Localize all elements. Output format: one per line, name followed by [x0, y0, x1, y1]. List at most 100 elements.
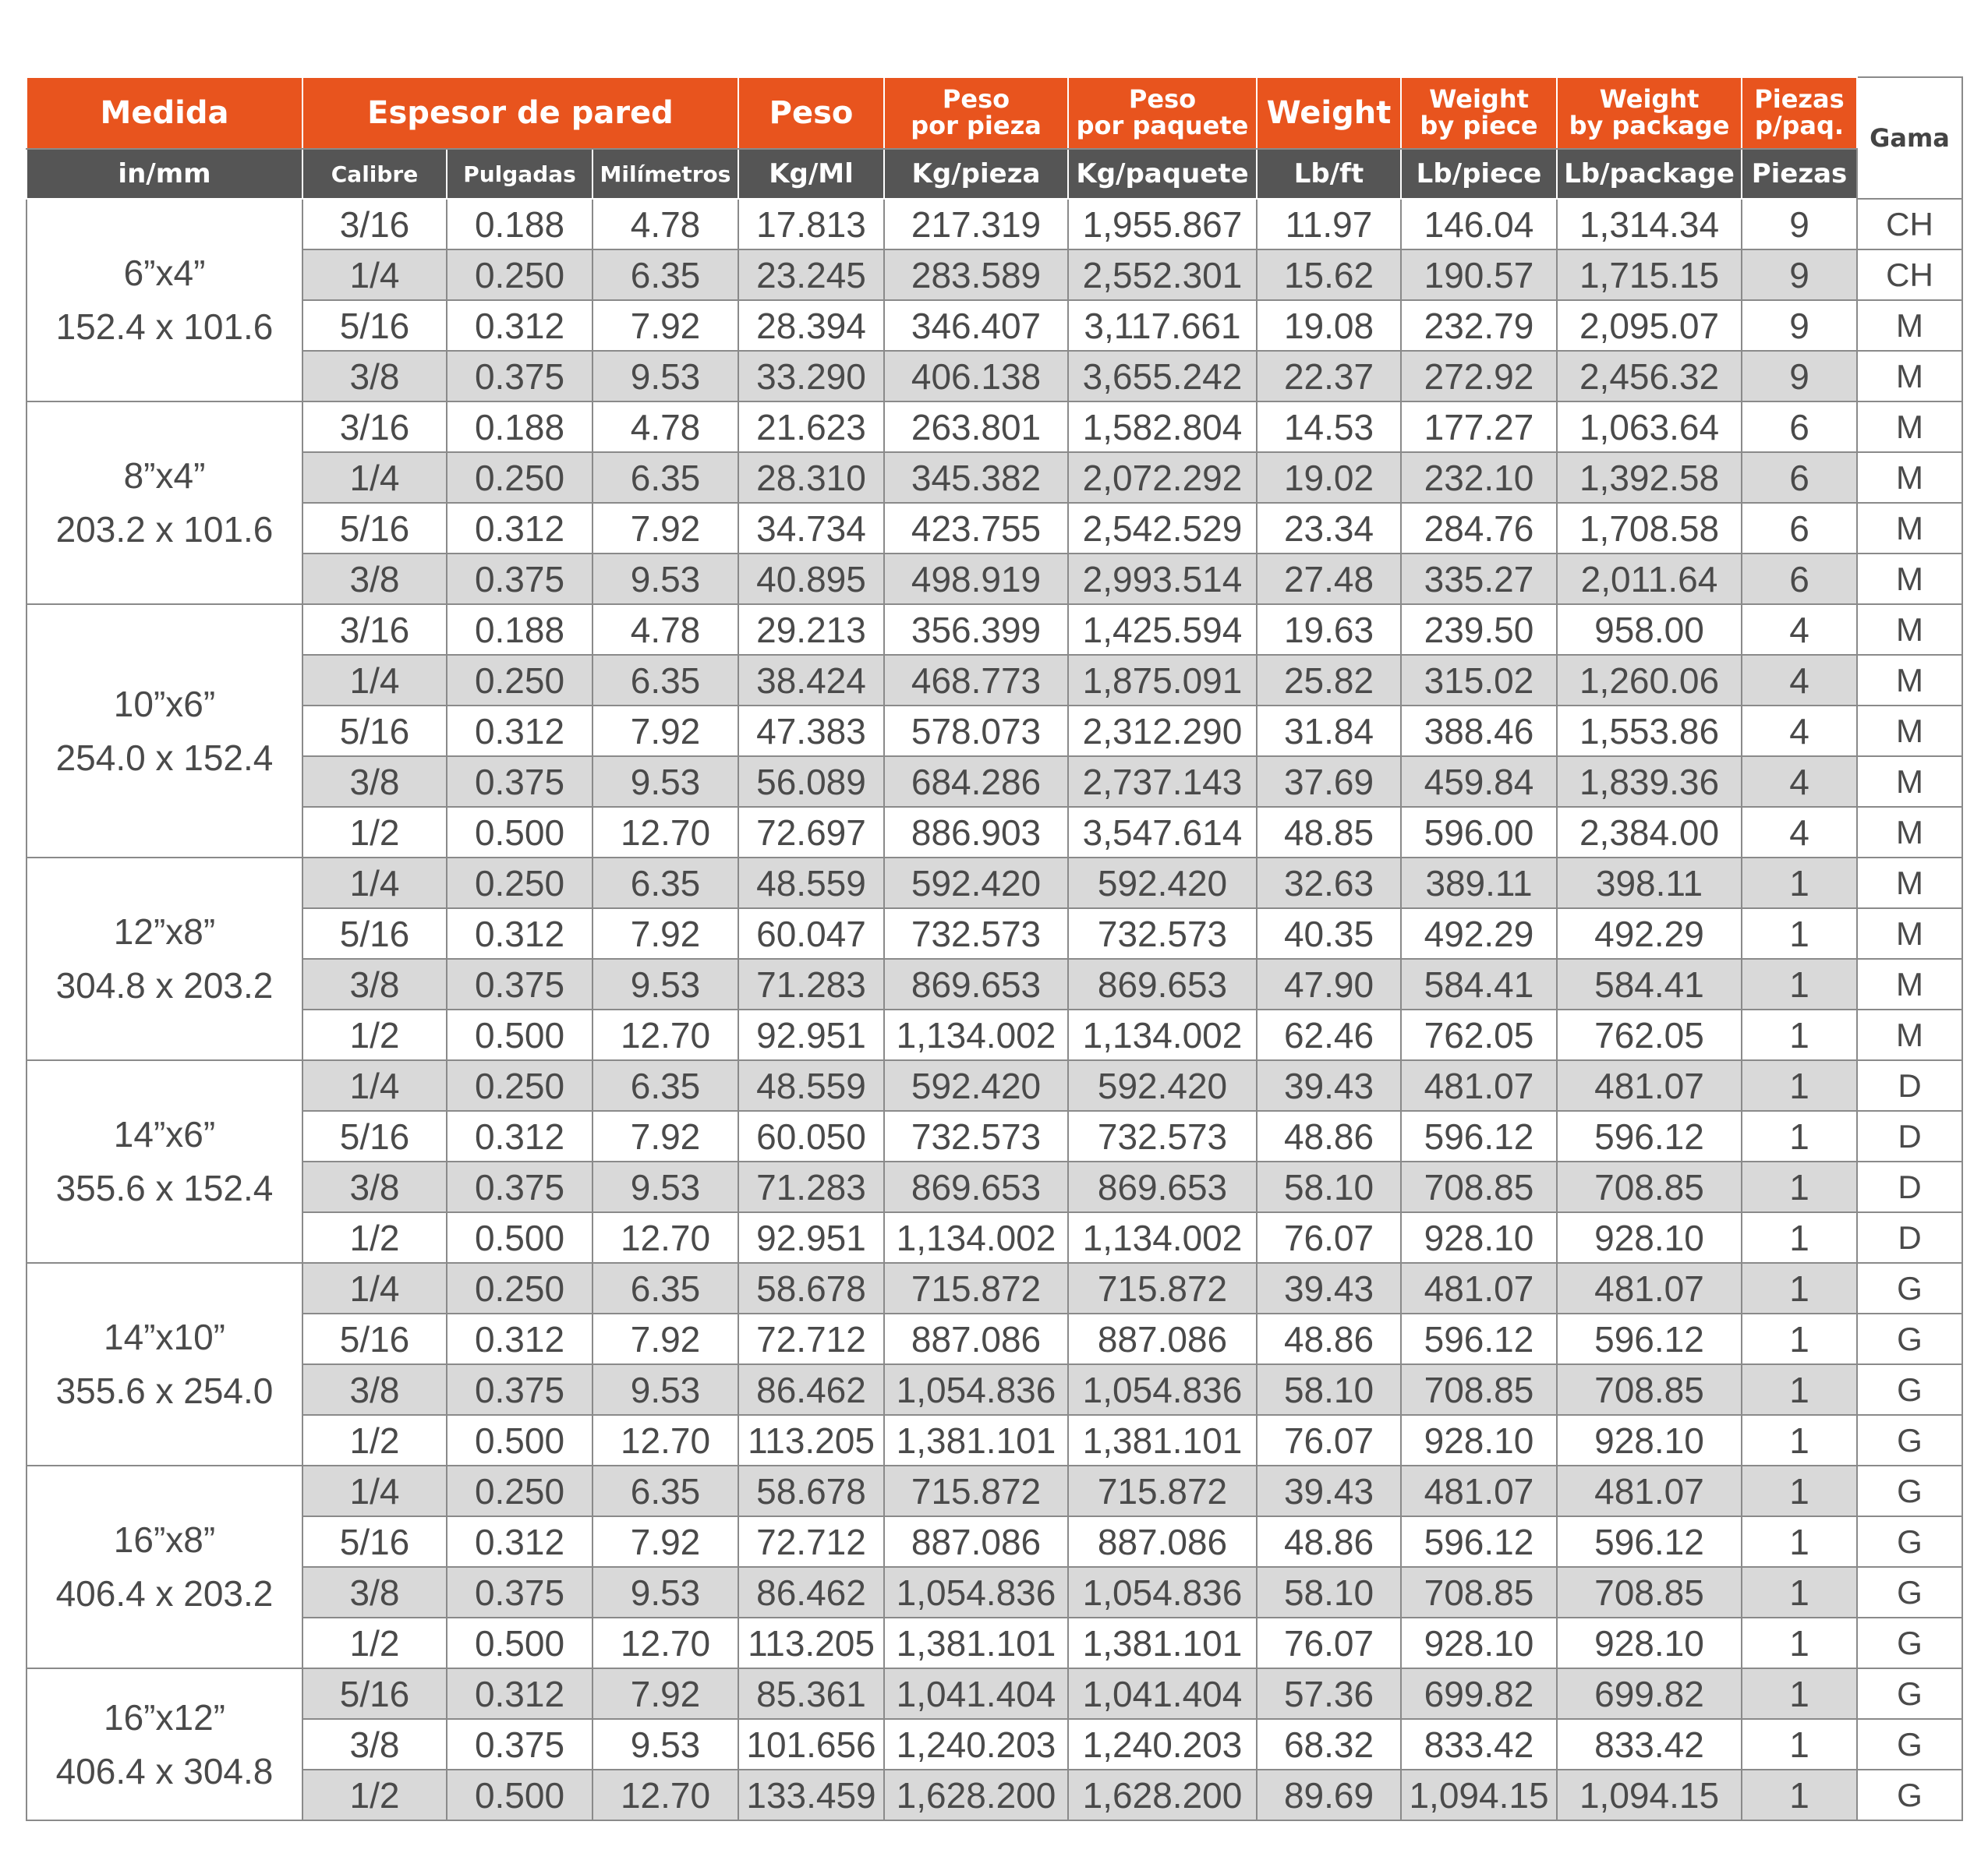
data-cell: 928.10 [1400, 1211, 1558, 1264]
data-cell: 2,011.64 [1556, 553, 1742, 605]
data-cell: 1,240.203 [1067, 1718, 1258, 1770]
subheader-cell: in/mm [26, 148, 303, 200]
data-cell: 1,054.836 [883, 1363, 1069, 1416]
data-row: 1/4 0.250 6.35 23.245 283.589 2,552.301 15.62 1… [27, 249, 1963, 301]
data-cell: 0.250 [446, 1262, 593, 1314]
data-cell: 715.872 [883, 1262, 1069, 1314]
data-cell: 32.63 [1256, 857, 1402, 909]
data-cell: 1/4 [302, 1059, 447, 1112]
data-cell: 34.734 [738, 502, 885, 554]
data-cell: 708.85 [1400, 1566, 1558, 1618]
data-row: 1/2 0.500 12.70 113.205 1,381.101 1,381.101 76… [27, 1617, 1963, 1669]
data-cell: 1,955.867 [1067, 198, 1258, 250]
data-cell: 6 [1741, 451, 1858, 504]
data-cell: 1,134.002 [1067, 1211, 1258, 1264]
data-cell: 5/16 [302, 1668, 447, 1720]
subheader-cell: Pulgadas [446, 148, 593, 200]
data-cell: 5/16 [302, 1516, 447, 1568]
data-row: 3/8 0.375 9.53 71.283 869.653 869.653 58.10 708… [27, 1161, 1963, 1213]
data-cell: 1 [1741, 1059, 1858, 1112]
data-cell: 1,041.404 [883, 1668, 1069, 1720]
data-cell: 596.12 [1400, 1516, 1558, 1568]
data-cell: 732.573 [1067, 1110, 1258, 1162]
data-cell: 596.12 [1556, 1313, 1742, 1365]
data-row: 3/8 0.375 9.53 71.283 869.653 869.653 47.90 584… [27, 958, 1963, 1010]
data-row: 3/8 0.375 9.53 86.462 1,054.836 1,054.836 58.1… [27, 1566, 1963, 1618]
data-cell: 5/16 [302, 705, 447, 757]
data-row: 3/8 0.375 9.53 56.089 684.286 2,737.143 37.69 4… [27, 755, 1963, 808]
data-cell: 4.78 [592, 401, 739, 453]
gama-cell: G [1856, 1769, 1963, 1821]
header-cell: Piezas p/paq. [1741, 76, 1858, 150]
data-cell: 596.12 [1556, 1110, 1742, 1162]
data-cell: 928.10 [1556, 1617, 1742, 1669]
data-cell: 345.382 [883, 451, 1069, 504]
data-cell: 71.283 [738, 958, 885, 1010]
data-cell: 47.383 [738, 705, 885, 757]
data-cell: 1,054.836 [1067, 1363, 1258, 1416]
data-cell: 3/8 [302, 1718, 447, 1770]
header-cell: Peso por pieza [883, 76, 1069, 150]
data-cell: 708.85 [1556, 1566, 1742, 1618]
gama-cell: M [1856, 603, 1963, 656]
data-cell: 33.290 [738, 350, 885, 402]
data-cell: 4 [1741, 654, 1858, 706]
data-cell: 7.92 [592, 299, 739, 352]
data-cell: 6.35 [592, 1059, 739, 1112]
data-cell: 12.70 [592, 1617, 739, 1669]
size-cell: 14”x10” 355.6 x 254.0 [26, 1262, 303, 1466]
data-cell: 48.559 [738, 857, 885, 909]
data-cell: 0.312 [446, 1668, 593, 1720]
gama-cell: M [1856, 553, 1963, 605]
data-row: 1/2 0.500 12.70 113.205 1,381.101 1,381.101 76… [27, 1414, 1963, 1466]
data-row: 10”x6” 254.0 x 152.4 3/16 0.188 4.78 29.213 35… [26, 603, 1963, 858]
data-cell: 1,063.64 [1556, 401, 1742, 453]
data-cell: 12.70 [592, 1009, 739, 1061]
size-in: 14”x6” [113, 1114, 216, 1155]
data-cell: 398.11 [1556, 857, 1742, 909]
data-cell: 19.02 [1256, 451, 1402, 504]
data-cell: 177.27 [1400, 401, 1558, 453]
data-cell: 37.69 [1256, 755, 1402, 808]
data-cell: 1/2 [302, 1211, 447, 1264]
data-cell: 0.188 [446, 603, 593, 656]
data-row: 1/4 0.250 6.35 28.310 345.382 2,072.292 19.02 2… [27, 451, 1963, 504]
gama-cell: G [1856, 1262, 1963, 1314]
gama-cell: M [1856, 806, 1963, 858]
size-cell: 8”x4” 203.2 x 101.6 [26, 401, 303, 605]
data-cell: 9.53 [592, 1161, 739, 1213]
data-cell: 762.05 [1400, 1009, 1558, 1061]
data-cell: 7.92 [592, 502, 739, 554]
data-cell: 2,384.00 [1556, 806, 1742, 858]
data-cell: 1,381.101 [883, 1617, 1069, 1669]
data-cell: 5/16 [302, 1110, 447, 1162]
gama-cell: M [1856, 451, 1963, 504]
data-row: 5/16 0.312 7.92 47.383 578.073 2,312.290 31.84… [27, 705, 1963, 757]
data-cell: 113.205 [738, 1617, 885, 1669]
size-in: 8”x4” [123, 455, 206, 496]
data-cell: 58.678 [738, 1262, 885, 1314]
data-cell: 22.37 [1256, 350, 1402, 402]
data-row: 8”x4” 203.2 x 101.6 3/16 0.188 4.78 21.623 263… [26, 401, 1963, 605]
size-in: 12”x8” [113, 911, 216, 952]
size-cell: 14”x6” 355.6 x 152.4 [26, 1059, 303, 1264]
data-cell: 40.35 [1256, 907, 1402, 960]
data-cell: 1 [1741, 1211, 1858, 1264]
data-cell: 1 [1741, 1313, 1858, 1365]
data-cell: 887.086 [883, 1516, 1069, 1568]
data-cell: 0.375 [446, 1363, 593, 1416]
data-cell: 0.312 [446, 1516, 593, 1568]
size-in: 16”x12” [104, 1696, 225, 1738]
data-cell: 5/16 [302, 1313, 447, 1365]
data-cell: 708.85 [1400, 1161, 1558, 1213]
gama-cell: M [1856, 654, 1963, 706]
data-cell: 0.375 [446, 350, 593, 402]
gama-cell: D [1856, 1161, 1963, 1213]
data-cell: 1,875.091 [1067, 654, 1258, 706]
data-cell: 9 [1741, 350, 1858, 402]
gama-cell: M [1856, 299, 1963, 352]
data-cell: 3,117.661 [1067, 299, 1258, 352]
data-cell: 15.62 [1256, 249, 1402, 301]
data-cell: 335.27 [1400, 553, 1558, 605]
